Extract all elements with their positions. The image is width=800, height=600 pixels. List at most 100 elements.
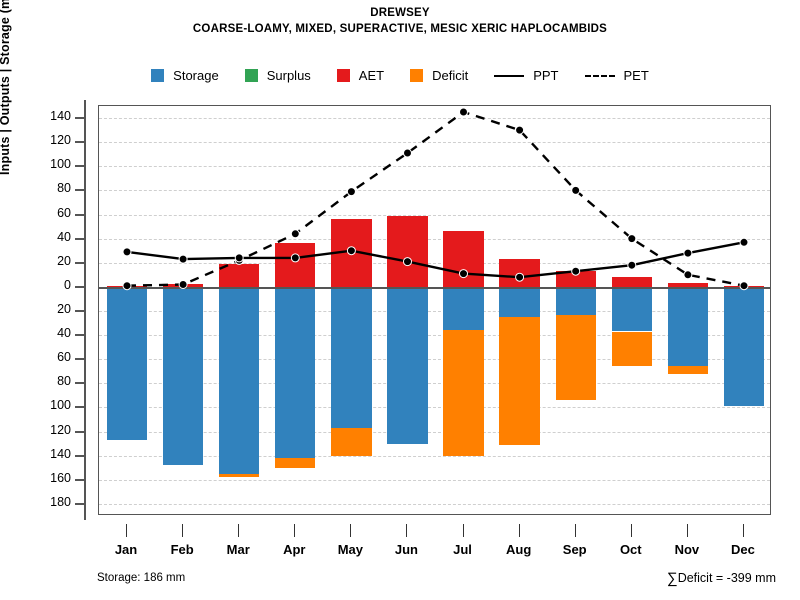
bar-segment-deficit [611, 331, 652, 367]
legend-swatch-icon [410, 69, 424, 82]
bar-segment-storage [219, 286, 260, 474]
y-tick [75, 430, 84, 433]
chart-title: DREWSEY COARSE-LOAMY, MIXED, SUPERACTIVE… [0, 6, 800, 37]
bar-segment-aet [611, 277, 652, 287]
point-pet-nov [683, 270, 693, 280]
point-pet-sep [571, 185, 581, 195]
y-axis-title: Inputs | Outputs | Storage (mm) [0, 0, 12, 175]
y-tick-label: 100 [50, 157, 71, 172]
gridline [99, 335, 770, 337]
bar-group-sep[interactable] [555, 106, 596, 514]
y-tick-label: 180 [50, 494, 71, 509]
bar-segment-deficit [499, 317, 540, 445]
legend-swatch-icon [336, 69, 350, 82]
bar-group-nov[interactable] [667, 106, 709, 514]
point-ppt-jul [459, 269, 468, 279]
point-pet-dec [739, 281, 749, 291]
bar-segment-storage [275, 286, 316, 459]
point-ppt-jun [403, 257, 412, 267]
y-tick [75, 358, 84, 361]
chart-legend: Storage Surplus AET Deficit PPT PET [0, 68, 800, 83]
bar-group-jun[interactable] [387, 106, 428, 514]
bar-segment-deficit [275, 458, 316, 468]
bar-segment-storage [723, 286, 765, 407]
legend-label: Deficit [432, 68, 469, 83]
legend-aet[interactable]: AET [336, 68, 385, 83]
bar-group-may[interactable] [331, 106, 372, 514]
x-tick [182, 524, 184, 537]
x-tick [350, 524, 352, 537]
y-tick [75, 261, 84, 264]
gridline [99, 455, 770, 457]
y-tick-label: 0 [64, 277, 71, 292]
plot-area [98, 105, 771, 515]
y-axis-line [84, 100, 86, 520]
y-tick [75, 165, 84, 168]
legend-swatch-icon [151, 69, 165, 82]
bar-segment-storage [331, 286, 372, 428]
x-tick [126, 524, 128, 537]
legend-storage[interactable]: Storage [151, 68, 219, 83]
bar-group-apr[interactable] [275, 106, 316, 514]
point-ppt-apr [290, 253, 300, 263]
y-tick [75, 189, 84, 192]
gridline [99, 118, 770, 120]
dashed-line-icon [584, 74, 615, 77]
title-line-2: COARSE-LOAMY, MIXED, SUPERACTIVE, MESIC … [192, 23, 608, 35]
legend-label: AET [358, 68, 385, 83]
legend-deficit[interactable]: Deficit [410, 68, 468, 83]
bar-segment-deficit [331, 427, 372, 456]
y-tick-label: 60 [57, 350, 71, 365]
y-tick [75, 334, 84, 337]
point-pet-jun [403, 148, 412, 158]
bar-segment-deficit [667, 366, 709, 374]
y-tick [75, 285, 84, 288]
point-ppt-mar [234, 253, 244, 263]
gridline [99, 311, 770, 312]
line-overlay [122, 107, 749, 291]
point-pet-jul [459, 107, 468, 117]
y-tick-label: 80 [57, 374, 71, 389]
bar-segment-aet [275, 243, 316, 287]
y-tick-label: 140 [50, 109, 71, 124]
point-ppt-dec [739, 237, 749, 247]
legend-ppt[interactable]: PPT [494, 68, 559, 83]
deficit-note-text: Deficit = -399 mm [677, 571, 776, 585]
x-tick [574, 524, 576, 537]
bar-segment-deficit [219, 473, 260, 478]
legend-pet[interactable]: PET [584, 68, 649, 83]
x-tick-label-sep: Sep [562, 542, 587, 557]
bar-segment-storage [162, 286, 204, 466]
point-ppt-jan [122, 247, 132, 257]
x-tick-label-apr: Apr [283, 542, 306, 557]
point-pet-may [346, 187, 356, 197]
solid-line-icon [494, 74, 525, 77]
x-tick [742, 524, 744, 537]
x-tick-label-mar: Mar [226, 542, 250, 557]
legend-label: PET [623, 68, 649, 83]
bar-group-aug[interactable] [499, 106, 540, 514]
y-tick-label: 120 [50, 422, 71, 437]
bar-group-oct[interactable] [611, 106, 652, 514]
x-tick [518, 524, 520, 537]
y-tick [75, 382, 84, 385]
x-tick-label-jul: Jul [453, 542, 472, 557]
deficit-note: ∑Deficit = -399 mm [667, 570, 776, 587]
legend-label: Storage [173, 68, 219, 83]
legend-label: PPT [533, 68, 559, 83]
x-tick-label-may: May [337, 542, 364, 557]
bar-group-mar[interactable] [219, 106, 260, 514]
point-pet-oct [627, 234, 637, 244]
x-tick [630, 524, 632, 537]
bar-segment-aet [219, 263, 260, 287]
point-ppt-oct [627, 260, 637, 270]
bar-group-jan[interactable] [106, 106, 148, 514]
point-ppt-aug [515, 272, 525, 282]
y-tick [75, 117, 84, 120]
y-tick [75, 141, 84, 144]
bar-group-jul[interactable] [443, 106, 484, 514]
bar-group-dec[interactable] [723, 106, 765, 514]
legend-surplus[interactable]: Surplus [244, 68, 311, 83]
gridline [99, 383, 770, 385]
x-tick [294, 524, 296, 537]
